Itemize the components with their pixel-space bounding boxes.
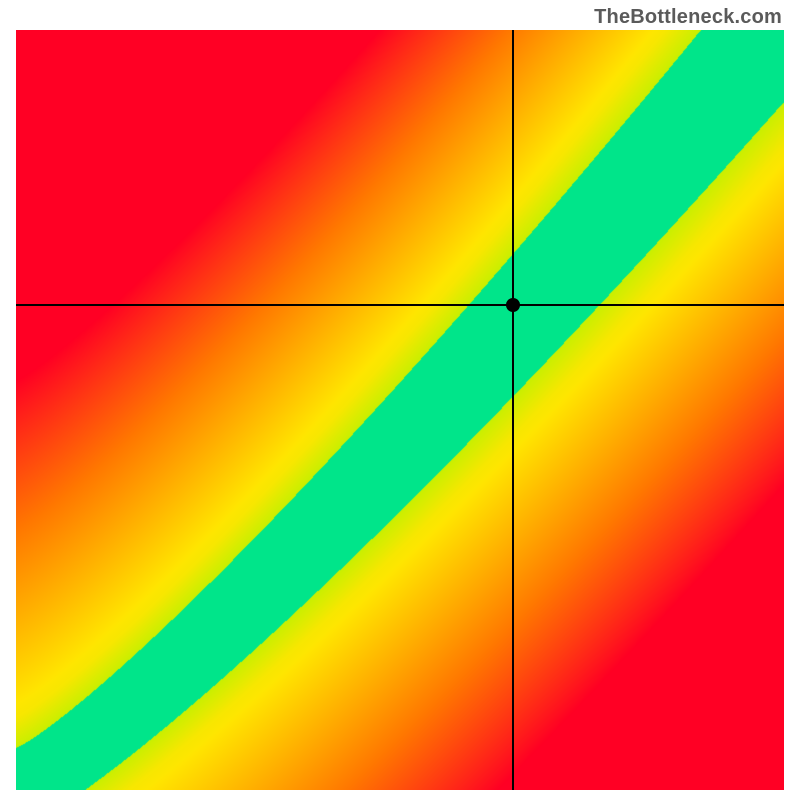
crosshair-horizontal xyxy=(16,304,784,306)
watermark-text: TheBottleneck.com xyxy=(594,6,782,29)
bottleneck-marker-dot xyxy=(506,298,520,312)
crosshair-vertical xyxy=(512,30,514,790)
bottleneck-heatmap xyxy=(16,30,784,790)
